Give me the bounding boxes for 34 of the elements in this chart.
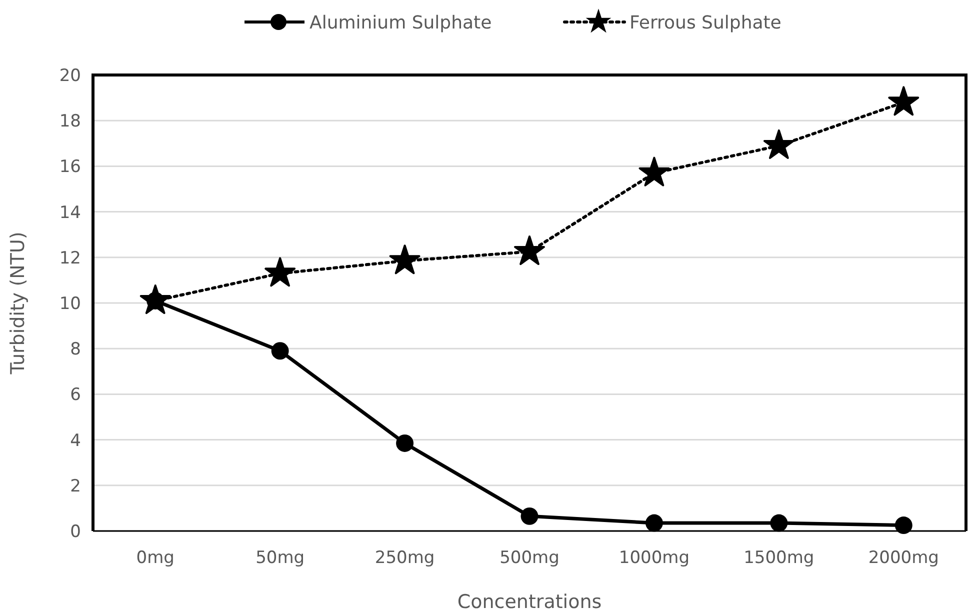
point: [638, 156, 670, 186]
y-axis-title: Turbidity (NTU): [7, 232, 29, 376]
y-tick-label: 14: [59, 202, 81, 223]
point: [645, 514, 663, 532]
x-axis-title: Concentrations: [457, 591, 602, 613]
y-tick-label: 10: [59, 294, 81, 314]
y-tick-label: 0: [70, 522, 81, 542]
y-tick-label: 20: [59, 66, 81, 86]
x-tick-label: 0mg: [136, 548, 174, 568]
point: [514, 235, 545, 266]
y-tick-label: 6: [70, 385, 81, 406]
x-tick-label: 500mg: [500, 548, 560, 568]
legend-label: Aluminium Sulphate: [310, 12, 492, 34]
point: [520, 507, 538, 525]
y-tick-label: 16: [59, 157, 81, 178]
y-tick-label: 2: [70, 476, 81, 496]
point: [763, 129, 794, 159]
point: [396, 434, 414, 452]
x-tick-label: 1000mg: [618, 548, 690, 568]
x-tick-label: 50mg: [256, 548, 305, 568]
y-tick-label: 18: [59, 112, 81, 132]
x-tick-label: 1500mg: [744, 548, 814, 568]
legend-label: Ferrous Sulphate: [630, 12, 782, 34]
point: [770, 514, 788, 532]
point: [389, 244, 420, 274]
x-tick-label: 2000mg: [868, 548, 939, 568]
point: [894, 516, 912, 534]
point: [271, 342, 289, 360]
x-tick-label: 250mg: [374, 548, 435, 568]
y-tick-label: 8: [70, 340, 81, 360]
point: [264, 257, 296, 287]
point: [888, 86, 920, 116]
y-tick-label: 4: [70, 430, 81, 451]
y-tick-label: 12: [59, 248, 81, 268]
